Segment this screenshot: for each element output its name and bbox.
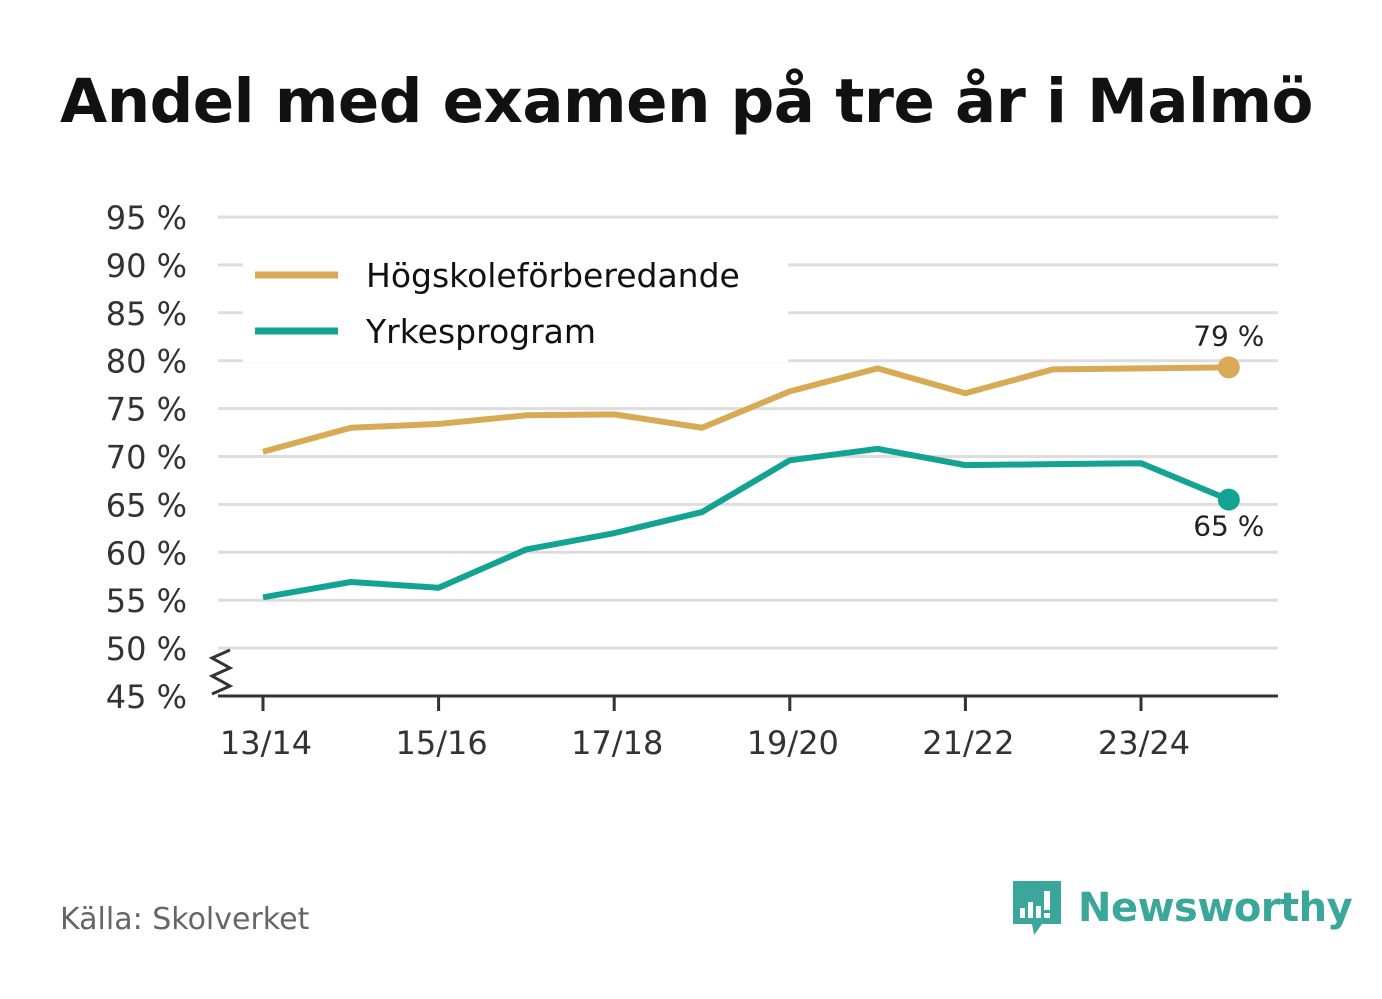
- y-tick-label: 55 %: [106, 582, 187, 620]
- y-tick-label: 45 %: [106, 678, 187, 716]
- chart-title: Andel med examen på tre år i Malmö: [60, 66, 1313, 137]
- y-tick-label: 65 %: [106, 486, 187, 524]
- series-line-yrkesprogram: [262, 445, 1230, 601]
- end-value-label: 65 %: [1193, 510, 1264, 543]
- legend-label: Yrkesprogram: [365, 312, 596, 351]
- series-end-point: [1217, 356, 1240, 379]
- y-tick-label: 85 %: [106, 295, 187, 333]
- y-tick-label: 60 %: [106, 534, 187, 572]
- y-tick-label: 75 %: [106, 391, 187, 429]
- end-labels: 79 % 65 %: [1193, 319, 1264, 542]
- x-tick-label: 17/18: [571, 724, 663, 762]
- x-axis: 13/14 15/16 17/18 19/20 21/22 23/24: [208, 648, 1278, 762]
- x-tick-label: 15/16: [395, 724, 487, 762]
- newsworthy-brand: Newsworthy: [1010, 878, 1353, 938]
- y-tick-label: 70 %: [106, 439, 187, 477]
- x-tick-label: 19/20: [747, 724, 839, 762]
- y-tick-label: 90 %: [106, 247, 187, 285]
- x-tick-label: 21/22: [922, 724, 1014, 762]
- y-axis-ticks: 95 % 90 % 85 % 80 % 75 % 70 % 65 % 60 % 55 % 50 %…: [106, 199, 187, 716]
- y-tick-label: 80 %: [106, 343, 187, 381]
- y-tick-label: 50 %: [106, 630, 187, 668]
- legend-background: [243, 242, 788, 362]
- newsworthy-logo-icon: [1013, 881, 1061, 935]
- axis-break-mark: [208, 648, 234, 696]
- series-end-point: [1217, 488, 1240, 511]
- series-line-hogskoleforberedande: [262, 364, 1229, 455]
- series-lines: [262, 356, 1240, 601]
- x-tick-label: 23/24: [1098, 724, 1190, 762]
- legend: Högskoleförberedande Yrkesprogram: [243, 242, 788, 362]
- legend-label: Högskoleförberedande: [366, 256, 740, 295]
- x-tick-label: 13/14: [220, 724, 312, 762]
- source-note: Källa: Skolverket: [60, 902, 310, 937]
- y-tick-label: 95 %: [106, 199, 187, 237]
- end-value-label: 79 %: [1193, 319, 1264, 352]
- brand-name: Newsworthy: [1078, 885, 1353, 931]
